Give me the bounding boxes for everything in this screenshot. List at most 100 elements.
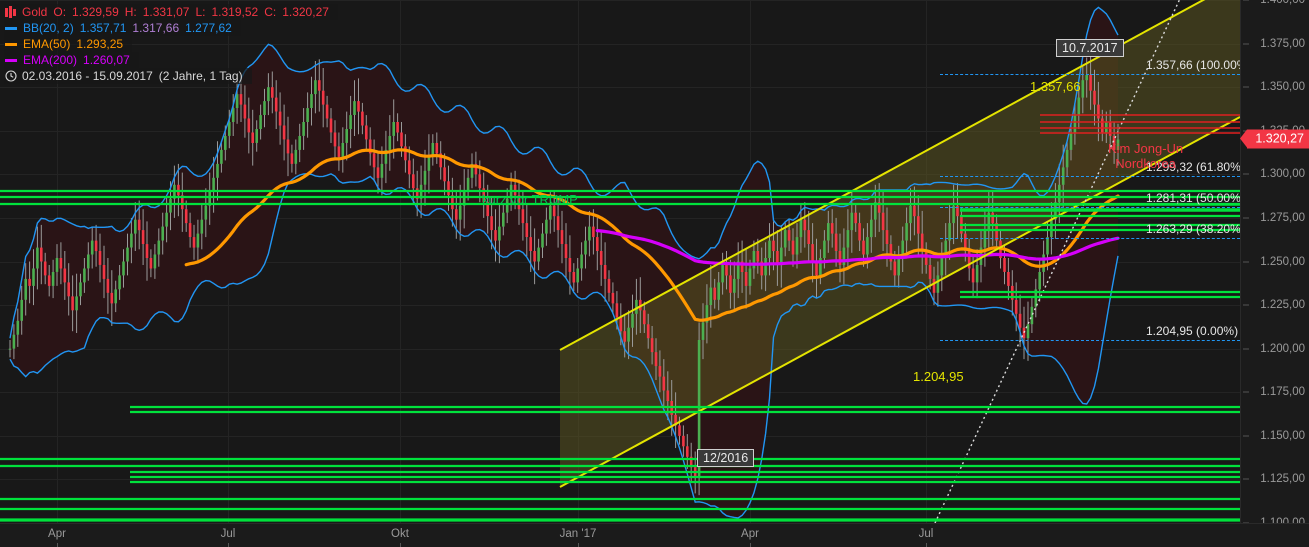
candle-body	[874, 202, 877, 220]
candle-body	[967, 251, 971, 269]
fib-level-label: 1.204,95 (0.00%)	[1146, 324, 1239, 339]
candle-body	[619, 317, 623, 332]
candle-body	[388, 136, 392, 150]
candle-body	[67, 282, 70, 297]
candle-body	[811, 244, 814, 262]
time-tick-label: Jul	[220, 528, 236, 540]
candle-body	[1022, 327, 1026, 339]
candle-body	[666, 390, 670, 401]
candle-body	[404, 146, 407, 161]
time-tick-label: Apr	[741, 528, 759, 540]
candle-body	[552, 205, 556, 217]
candle-body	[55, 258, 59, 272]
candle-body	[560, 230, 564, 244]
fib-level-line[interactable]	[940, 206, 1240, 208]
label-date-low[interactable]: 12/2016	[697, 449, 755, 467]
candle-body	[603, 265, 607, 279]
chart-plot-area[interactable]: 1.357,66 (100.00%) 1.299,32 (61.80%) 1.281…	[0, 0, 1240, 523]
ema50-line	[184, 148, 1120, 322]
candle-body	[924, 251, 928, 265]
candle-body	[807, 230, 810, 244]
candle-body	[639, 299, 642, 311]
candle-body	[353, 101, 356, 115]
candle-body	[47, 275, 51, 286]
candle-body	[819, 258, 822, 276]
price-tick-label: 1.250,00	[1260, 255, 1305, 268]
candle-body	[549, 205, 552, 220]
label-date-high[interactable]: 10.7.2017	[1056, 39, 1124, 57]
candle-body	[478, 174, 482, 189]
candle-body	[588, 226, 591, 241]
candle-body	[991, 212, 994, 224]
candle-body	[940, 258, 944, 276]
annotation-kim-line1: Kim Jong-Un	[1108, 141, 1184, 156]
horizontal-gridline	[0, 131, 1240, 132]
candle-body	[975, 265, 979, 283]
candle-body	[599, 251, 603, 265]
candle-body	[318, 80, 321, 91]
price-tick-mark	[1243, 348, 1249, 350]
candle-body	[94, 240, 98, 252]
candle-body	[325, 104, 329, 119]
candle-body	[462, 191, 466, 206]
time-axis[interactable]: Apr Jul Okt Jan '17 Apr Jul	[0, 523, 1309, 547]
chart-drawing-layer	[0, 0, 1240, 523]
candle-body	[740, 261, 744, 272]
price-tick-mark	[1243, 391, 1249, 393]
candle-body	[247, 118, 251, 133]
price-tick-mark	[1243, 304, 1249, 306]
candle-body	[333, 132, 337, 147]
price-axis[interactable]: 1.320,27 1.400,001.375,001.350,001.325,0…	[1240, 0, 1309, 529]
price-tick-mark	[1243, 43, 1249, 45]
candle-body	[858, 223, 861, 241]
price-tick-label: 1.225,00	[1260, 299, 1305, 312]
candle-body	[635, 299, 638, 314]
candle-body	[1112, 136, 1116, 150]
candle-body	[964, 233, 967, 251]
candle-body	[799, 219, 803, 238]
candle-body	[63, 268, 67, 283]
price-tick-mark	[1243, 261, 1249, 262]
fib-level-line[interactable]	[940, 238, 1240, 240]
candle-body	[447, 181, 450, 196]
candle-body	[224, 136, 227, 150]
candle-body	[760, 261, 763, 276]
candle-body	[361, 111, 364, 126]
fib-level-line[interactable]	[940, 340, 1240, 342]
candle-body	[776, 251, 779, 265]
red-level-lines	[1040, 114, 1240, 134]
candle-body	[337, 146, 341, 157]
candle-body	[498, 226, 501, 241]
candle-body	[545, 219, 548, 234]
candle-body	[75, 296, 78, 311]
candle-body	[736, 261, 740, 279]
current-price-tag: 1.320,27	[1240, 129, 1309, 149]
candle-body	[228, 122, 231, 136]
candle-body	[392, 122, 395, 136]
candle-body	[643, 310, 646, 325]
price-tick-label: 1.400,00	[1260, 0, 1305, 6]
time-tick-label: Jul	[918, 528, 934, 540]
candle-body	[752, 251, 756, 269]
candle-body	[1065, 149, 1069, 168]
price-tick-mark	[1243, 0, 1249, 1]
candle-body	[12, 334, 16, 349]
fib-level-line[interactable]	[940, 73, 1240, 75]
price-tick-label: 1.275,00	[1260, 211, 1305, 224]
candle-body	[623, 331, 626, 342]
candle-body	[51, 272, 55, 286]
candle-body	[372, 153, 376, 168]
candle-body	[141, 230, 145, 244]
time-tick-mark	[228, 543, 229, 547]
candle-body	[200, 219, 204, 234]
time-tick-mark	[750, 543, 751, 547]
candle-body	[846, 230, 850, 248]
candle-body	[122, 261, 125, 276]
candle-body	[310, 94, 313, 108]
candle-body	[956, 205, 959, 217]
fib-level-line[interactable]	[940, 175, 1240, 177]
candle-body	[16, 320, 20, 335]
candle-body	[400, 132, 403, 147]
candle-body	[114, 289, 117, 304]
candle-body	[36, 247, 39, 269]
